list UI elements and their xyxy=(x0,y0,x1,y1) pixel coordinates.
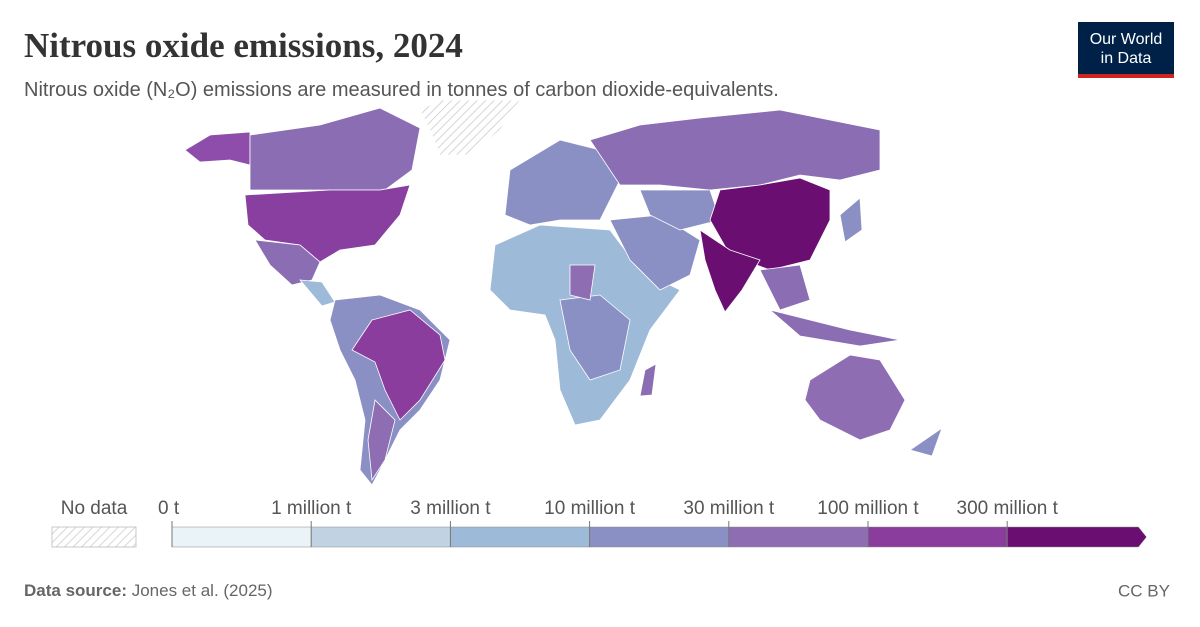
legend-tick-label: 0 t xyxy=(158,498,180,519)
brazil xyxy=(351,309,446,421)
logo-text: in Data xyxy=(1101,50,1152,67)
legend-bin xyxy=(589,526,730,548)
india xyxy=(699,229,761,313)
source: Data source: Jones et al. (2025) xyxy=(24,581,273,600)
legend-bin xyxy=(1006,526,1147,548)
central-africa xyxy=(559,294,631,381)
legend-tick-label: 300 million t xyxy=(957,498,1059,519)
world-map xyxy=(184,99,943,486)
legend-tick-label: 100 million t xyxy=(817,498,919,519)
indonesia xyxy=(769,309,901,347)
japan xyxy=(839,197,863,243)
logo-box xyxy=(1078,22,1174,74)
legend: No data 0 t 1 million t 3 million t 10 mill… xyxy=(51,498,1147,548)
logo-text: Our World xyxy=(1090,31,1163,48)
legend-bin xyxy=(867,526,1008,548)
legend-tick-label: 30 million t xyxy=(683,498,775,519)
central-america xyxy=(299,279,336,307)
nigeria xyxy=(569,264,596,301)
subtitle: Nitrous oxide (N₂O) emissions are measur… xyxy=(24,79,779,101)
logo: Our World in Data xyxy=(1078,22,1174,78)
madagascar xyxy=(639,363,657,397)
source-label: Data source: xyxy=(24,581,127,600)
source-text: Jones et al. (2025) xyxy=(132,581,273,600)
new-zealand xyxy=(909,426,943,457)
argentina xyxy=(367,399,396,482)
greenland xyxy=(419,99,521,156)
no-data-swatch xyxy=(51,526,137,548)
united-states xyxy=(244,184,411,263)
legend-bin xyxy=(310,526,451,548)
logo-stripe xyxy=(1078,74,1174,78)
europe xyxy=(504,139,621,226)
license: CC BY xyxy=(1118,581,1170,600)
australia xyxy=(804,354,906,441)
southeast-asia xyxy=(759,264,811,311)
canada xyxy=(249,107,421,191)
legend-bin xyxy=(171,526,312,548)
legend-tick-label: 1 million t xyxy=(271,498,352,519)
legend-bin xyxy=(450,526,590,548)
legend-tick-label: 3 million t xyxy=(410,498,491,519)
legend-bin xyxy=(728,526,869,548)
legend-tick-label: 10 million t xyxy=(544,498,636,519)
alaska xyxy=(184,131,251,166)
no-data-label: No data xyxy=(61,498,128,519)
mexico xyxy=(254,239,321,286)
china xyxy=(709,177,831,271)
russia xyxy=(589,109,881,191)
central-asia xyxy=(639,189,721,231)
title: Nitrous oxide emissions, 2024 xyxy=(24,26,463,65)
